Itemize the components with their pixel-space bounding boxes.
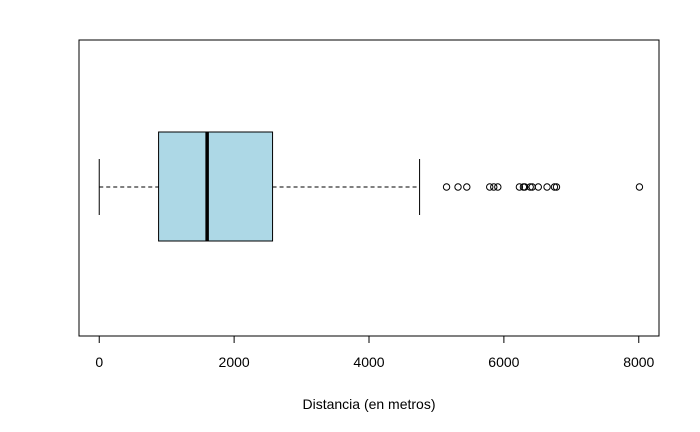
outlier-point: [515, 183, 524, 191]
outlier-point: [490, 183, 498, 191]
outlier-point: [543, 183, 551, 191]
outlier-point: [494, 183, 502, 191]
x-tick-label: 2000: [219, 354, 250, 370]
x-axis-label: Distancia (en metros): [302, 396, 435, 412]
x-axis: 0 2000 4000 6000 8000: [95, 335, 655, 370]
outlier-point: [454, 183, 462, 191]
outlier-point: [442, 183, 451, 191]
outlier-point: [534, 183, 542, 191]
outlier-point: [463, 183, 471, 191]
outlier-point: [552, 183, 561, 191]
x-tick-label: 4000: [353, 354, 384, 370]
outlier-point: [486, 183, 494, 191]
outlier-group: [442, 183, 644, 191]
iqr-box: [158, 131, 274, 242]
box-group: [98, 131, 421, 242]
x-tick-label: 8000: [623, 354, 654, 370]
outlier-point: [550, 183, 559, 191]
outlier-point: [635, 183, 644, 191]
outlier-point: [521, 183, 529, 191]
x-tick-label: 0: [95, 354, 103, 370]
x-tick-label: 6000: [488, 354, 519, 370]
outlier-point: [526, 183, 534, 191]
